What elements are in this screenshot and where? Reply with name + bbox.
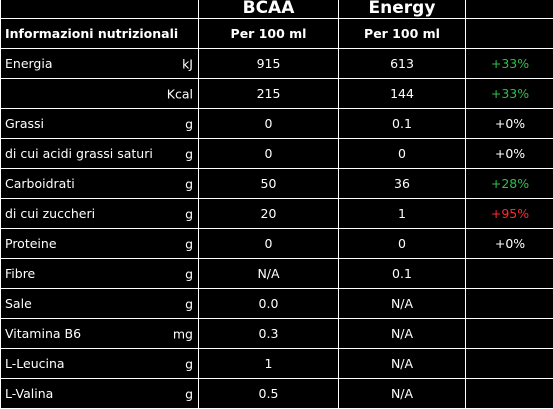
nutrient-unit: g <box>185 116 193 131</box>
difference-value <box>466 259 553 289</box>
energy-value: 0 <box>339 229 466 259</box>
bcaa-value: 0.3 <box>199 319 339 349</box>
nutrient-name: Sale <box>5 296 32 311</box>
nutrient-label-cell: di cui acidi grassi saturi g <box>1 139 199 169</box>
nutrient-name: Fibre <box>5 266 35 281</box>
difference-value: +95% <box>466 199 553 229</box>
nutrient-unit: Kcal <box>167 86 193 101</box>
nutrient-name: Grassi <box>5 116 44 131</box>
bcaa-value: 1 <box>199 349 339 379</box>
difference-value: +0% <box>466 109 553 139</box>
difference-value: +33% <box>466 79 553 109</box>
difference-value <box>466 349 553 379</box>
bcaa-column-title: BCAA <box>199 0 339 19</box>
energy-value: 0.1 <box>339 259 466 289</box>
nutrient-name: di cui zuccheri <box>5 206 95 221</box>
nutrient-unit: mg <box>173 326 193 341</box>
nutrient-label-cell: Vitamina B6 mg <box>1 319 199 349</box>
empty-corner-cell <box>1 0 199 19</box>
header-row: Informazioni nutrizionali Per 100 ml Per… <box>1 19 553 49</box>
nutrition-info-header: Informazioni nutrizionali <box>1 19 199 49</box>
nutrient-name: L-Leucina <box>5 356 65 371</box>
nutrient-label-cell: Carboidrati g <box>1 169 199 199</box>
difference-value: +28% <box>466 169 553 199</box>
energy-column-title: Energy <box>339 0 466 19</box>
energy-unit-header: Per 100 ml <box>339 19 466 49</box>
nutrient-label-cell: Energia kJ <box>1 49 199 79</box>
nutrient-name: Energia <box>5 56 53 71</box>
bcaa-value: 0 <box>199 139 339 169</box>
difference-value <box>466 379 553 409</box>
bcaa-value: 0.5 <box>199 379 339 409</box>
energy-value: N/A <box>339 289 466 319</box>
nutrient-name: Carboidrati <box>5 176 75 191</box>
nutrient-unit: kJ <box>182 56 193 71</box>
energy-value: 144 <box>339 79 466 109</box>
energy-value: 1 <box>339 199 466 229</box>
difference-value <box>466 289 553 319</box>
difference-value <box>466 319 553 349</box>
nutrient-label-cell: Kcal <box>1 79 199 109</box>
energy-value: N/A <box>339 349 466 379</box>
product-title-row: BCAA Energy <box>1 0 553 19</box>
nutrient-label-cell: Grassi g <box>1 109 199 139</box>
nutrient-unit: g <box>185 146 193 161</box>
bcaa-unit-header: Per 100 ml <box>199 19 339 49</box>
bcaa-value: 0.0 <box>199 289 339 319</box>
bcaa-value: 0 <box>199 229 339 259</box>
bcaa-value: 0 <box>199 109 339 139</box>
nutrient-name: Proteine <box>5 236 57 251</box>
bcaa-value: 915 <box>199 49 339 79</box>
nutrient-label-cell: L-Leucina g <box>1 349 199 379</box>
nutrient-label-cell: di cui zuccheri g <box>1 199 199 229</box>
nutrient-name: L-Valina <box>5 386 53 401</box>
nutrient-unit: g <box>185 296 193 311</box>
nutrient-label-cell: L-Valina g <box>1 379 199 409</box>
bcaa-value: 50 <box>199 169 339 199</box>
difference-value: +0% <box>466 139 553 169</box>
difference-value: +33% <box>466 49 553 79</box>
energy-value: N/A <box>339 319 466 349</box>
energy-value: 36 <box>339 169 466 199</box>
bcaa-value: N/A <box>199 259 339 289</box>
bcaa-value: 20 <box>199 199 339 229</box>
nutrient-name: Vitamina B6 <box>5 326 81 341</box>
nutrient-unit: g <box>185 206 193 221</box>
nutrient-unit: g <box>185 386 193 401</box>
nutrient-label-cell: Proteine g <box>1 229 199 259</box>
nutrient-unit: g <box>185 176 193 191</box>
energy-value: 0 <box>339 139 466 169</box>
nutrient-label-cell: Fibre g <box>1 259 199 289</box>
empty-diff-title-cell <box>466 0 553 19</box>
nutrient-label-cell: Sale g <box>1 289 199 319</box>
bcaa-value: 215 <box>199 79 339 109</box>
nutrient-name: di cui acidi grassi saturi <box>5 146 153 161</box>
nutrient-unit: g <box>185 266 193 281</box>
empty-diff-header-cell <box>466 19 553 49</box>
nutrient-unit: g <box>185 356 193 371</box>
energy-value: 0.1 <box>339 109 466 139</box>
energy-value: N/A <box>339 379 466 409</box>
nutrient-unit: g <box>185 236 193 251</box>
energy-value: 613 <box>339 49 466 79</box>
difference-value: +0% <box>466 229 553 259</box>
